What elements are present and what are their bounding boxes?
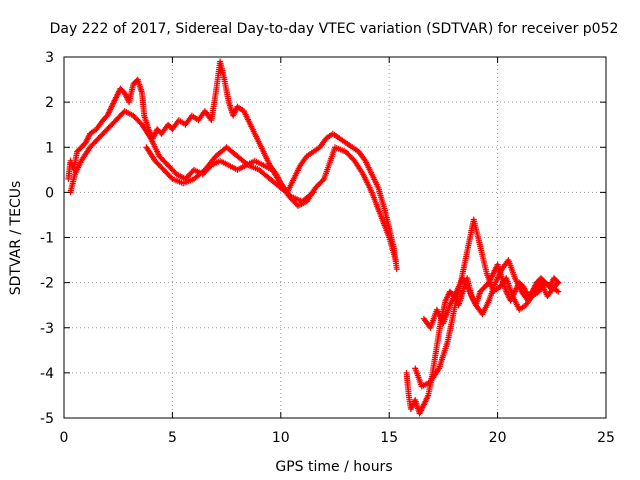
y-tick-label: 0 — [45, 185, 54, 201]
chart-title: Day 222 of 2017, Sidereal Day-to-day VTE… — [50, 21, 619, 37]
x-tick-label: 10 — [272, 430, 290, 446]
x-tick-label: 20 — [489, 430, 507, 446]
series-track-3 — [143, 144, 317, 205]
y-tick-label: -1 — [40, 231, 54, 247]
data-point — [243, 161, 250, 168]
data-points — [65, 58, 562, 417]
data-point — [392, 257, 399, 264]
grid — [64, 57, 606, 418]
y-axis-ticks: -5 -4 -3 -2 -1 0 1 2 3 — [40, 50, 606, 427]
data-point — [308, 190, 315, 197]
data-point — [287, 192, 294, 199]
x-tick-label: 25 — [597, 430, 615, 446]
data-point — [310, 189, 317, 196]
series-track-1 — [65, 58, 400, 273]
series-track-4 — [403, 261, 562, 417]
y-tick-label: -3 — [40, 321, 54, 337]
x-axis-ticks: 0 5 10 15 20 25 — [60, 57, 615, 446]
data-point — [555, 288, 562, 295]
data-point — [168, 174, 175, 181]
data-point — [319, 177, 326, 184]
x-tick-label: 5 — [168, 430, 177, 446]
y-tick-label: 2 — [45, 95, 54, 111]
y-tick-label: -5 — [40, 411, 54, 427]
data-point — [555, 279, 562, 286]
y-tick-label: -4 — [40, 366, 54, 382]
data-point — [393, 266, 400, 273]
data-point — [554, 280, 561, 287]
y-axis-label: SDTVAR / TECUs — [8, 181, 24, 296]
x-tick-label: 0 — [60, 430, 69, 446]
series-track-6 — [420, 257, 562, 331]
y-tick-label: -2 — [40, 276, 54, 292]
series-track-2 — [67, 108, 399, 264]
x-axis-label: GPS time / hours — [275, 459, 392, 475]
x-tick-label: 15 — [380, 430, 398, 446]
y-tick-label: 3 — [45, 50, 54, 66]
y-tick-label: 1 — [45, 140, 54, 156]
